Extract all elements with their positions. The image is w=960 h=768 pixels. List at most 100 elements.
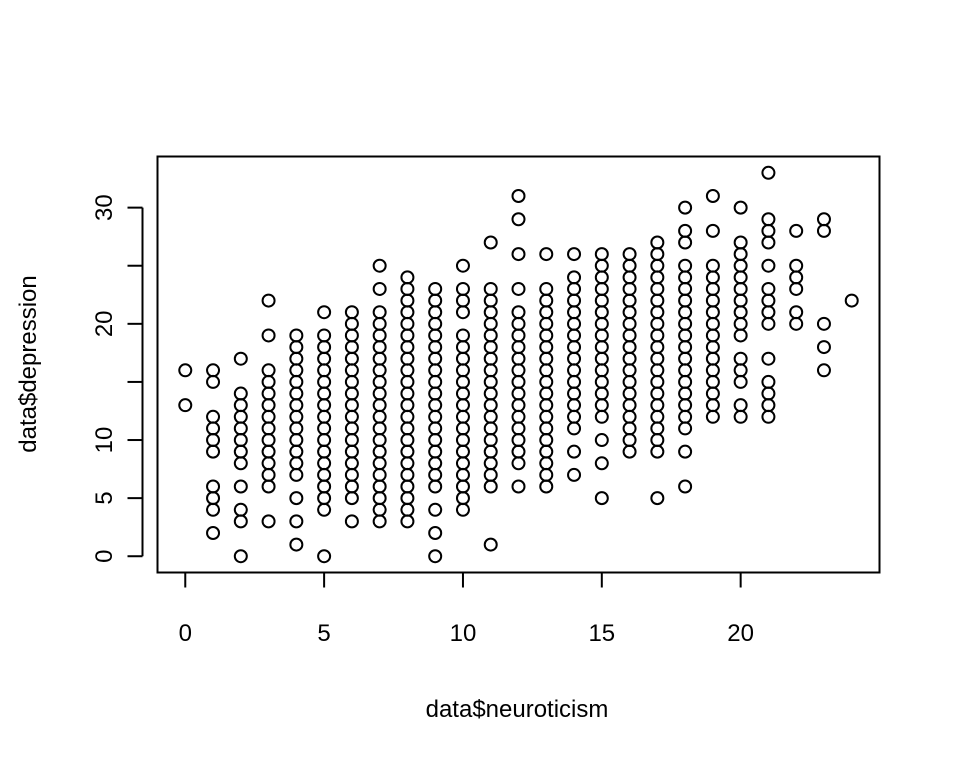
data-point [400, 491, 415, 506]
data-point [428, 374, 443, 389]
y-tick-label: 5 [91, 491, 118, 504]
data-point [317, 444, 332, 459]
data-point [317, 340, 332, 355]
data-point [372, 386, 387, 401]
data-point [567, 247, 582, 262]
data-point [678, 479, 693, 494]
data-point [705, 328, 720, 343]
data-point [594, 258, 609, 273]
data-point [428, 340, 443, 355]
data-point [622, 270, 637, 285]
data-point [650, 270, 665, 285]
data-point [511, 398, 526, 413]
data-point [539, 433, 554, 448]
data-point [622, 293, 637, 308]
data-point [206, 491, 221, 506]
data-point [455, 467, 470, 482]
data-point [483, 293, 498, 308]
data-point [650, 281, 665, 296]
data-point [761, 409, 776, 424]
data-point [705, 363, 720, 378]
data-point [650, 328, 665, 343]
data-point [455, 409, 470, 424]
data-point [594, 328, 609, 343]
data-point [372, 502, 387, 517]
data-point [317, 351, 332, 366]
data-point [594, 456, 609, 471]
x-axis: 0 5 10 15 20 [179, 571, 754, 647]
data-point [206, 363, 221, 378]
data-point [317, 479, 332, 494]
data-point [733, 328, 748, 343]
data-point [539, 340, 554, 355]
data-point [483, 444, 498, 459]
data-point [428, 351, 443, 366]
data-point [428, 502, 443, 517]
data-point [567, 409, 582, 424]
data-point [400, 270, 415, 285]
data-point [261, 398, 276, 413]
data-point [511, 212, 526, 227]
data-point [400, 398, 415, 413]
data-point [400, 328, 415, 343]
data-point [650, 386, 665, 401]
data-point [372, 456, 387, 471]
data-point [455, 444, 470, 459]
data-point [289, 456, 304, 471]
data-point [206, 421, 221, 436]
data-point [289, 328, 304, 343]
y-tick-label: 30 [91, 194, 118, 221]
data-point [733, 374, 748, 389]
data-point [622, 258, 637, 273]
data-point [261, 433, 276, 448]
data-point [678, 305, 693, 320]
data-point [455, 398, 470, 413]
data-point [733, 247, 748, 262]
data-point [483, 374, 498, 389]
data-point [317, 421, 332, 436]
data-point [650, 258, 665, 273]
data-point [372, 328, 387, 343]
data-point [317, 305, 332, 320]
data-point [567, 328, 582, 343]
data-point [650, 409, 665, 424]
data-point [289, 444, 304, 459]
data-point [761, 223, 776, 238]
data-point [650, 293, 665, 308]
data-point [650, 433, 665, 448]
data-point [261, 386, 276, 401]
x-tick-label: 20 [727, 620, 754, 647]
data-point [455, 281, 470, 296]
data-point [428, 479, 443, 494]
data-point [233, 502, 248, 517]
data-point [400, 374, 415, 389]
data-point [206, 479, 221, 494]
data-point [511, 479, 526, 494]
data-point [455, 491, 470, 506]
data-point [428, 549, 443, 564]
data-point [705, 281, 720, 296]
data-point [678, 293, 693, 308]
data-point [511, 363, 526, 378]
data-point [206, 374, 221, 389]
data-point [761, 258, 776, 273]
data-point [400, 514, 415, 529]
data-point [650, 421, 665, 436]
data-point [678, 235, 693, 250]
data-point [789, 281, 804, 296]
data-point [594, 363, 609, 378]
data-point [511, 386, 526, 401]
data-point [733, 270, 748, 285]
data-point [233, 456, 248, 471]
data-point [428, 467, 443, 482]
data-point [455, 340, 470, 355]
data-point [317, 363, 332, 378]
data-point [400, 305, 415, 320]
data-point [622, 247, 637, 262]
data-point [428, 281, 443, 296]
data-point [789, 270, 804, 285]
data-point [400, 456, 415, 471]
data-point [428, 456, 443, 471]
data-point [567, 363, 582, 378]
data-point [539, 386, 554, 401]
